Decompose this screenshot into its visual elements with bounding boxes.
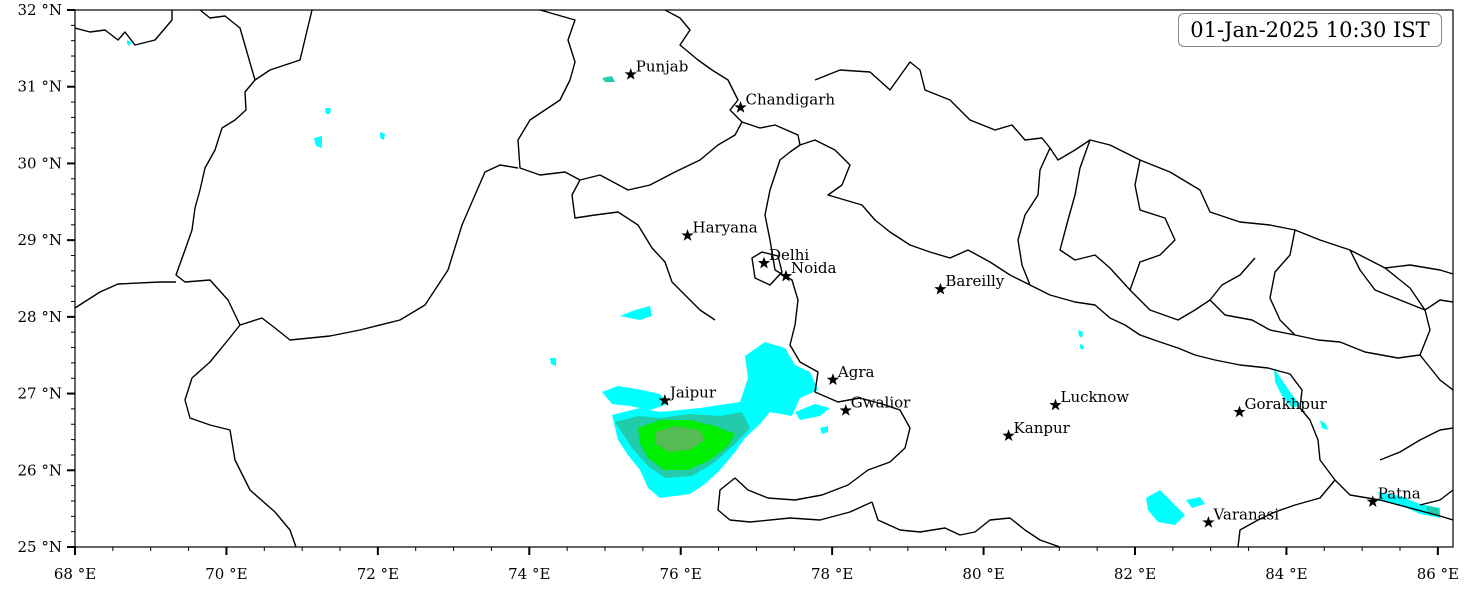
star-icon (934, 282, 947, 295)
border-nepal-north (814, 61, 1453, 275)
border-nepal-provinces-5 (1269, 229, 1296, 336)
city-label: Patna (1378, 485, 1421, 503)
y-tick-label: 32 °N (18, 1, 62, 19)
city-label: Delhi (769, 246, 809, 264)
star-icon (681, 229, 694, 241)
x-tick-label: 78 °E (811, 565, 853, 583)
city-label: Lucknow (1061, 388, 1130, 406)
border-nepal-east-corner (1419, 354, 1453, 391)
border-up-haryana-rajasthan (717, 269, 911, 523)
x-tick-label: 84 °E (1265, 565, 1307, 583)
fog-patch-light-varanasi (1146, 490, 1185, 525)
border-bihar-south (1237, 479, 1336, 547)
star-icon (624, 67, 637, 80)
timestamp-badge: 01-Jan-2025 10:30 IST (1178, 13, 1442, 47)
fog-patch-light-varanasi-2 (1186, 497, 1205, 508)
star-icon (757, 256, 771, 269)
border-nepal-provinces-6 (1349, 249, 1453, 311)
fog-patch-light-nw-3 (380, 132, 385, 140)
x-tick-label: 68 °E (54, 565, 96, 583)
fog-patch-dense-core (655, 426, 705, 452)
x-tick-label: 70 °E (205, 565, 247, 583)
fog-patch-light-small-1 (620, 306, 652, 320)
city-label: Varanasi (1212, 505, 1279, 523)
y-tick-label: 30 °N (18, 154, 62, 172)
border-nepal-provinces-3 (1129, 159, 1176, 291)
y-tick-label: 29 °N (18, 231, 62, 249)
x-tick-label: 74 °E (508, 565, 550, 583)
axis-ticks (67, 9, 1439, 555)
boundaries (75, 10, 1453, 547)
fog-patch-light-jaipur (602, 386, 668, 410)
star-icon (1202, 515, 1215, 528)
border-pakistan-interior-1 (175, 79, 519, 341)
map-frame (74, 9, 1454, 548)
city-label: Gwalior (851, 393, 911, 411)
fog-patch-light-east-2 (1080, 344, 1084, 350)
border-nepal-provinces-7 (1384, 267, 1426, 311)
city-label: Kanpur (1014, 419, 1071, 437)
city-label: Chandigarh (746, 90, 836, 108)
border-nepal-provinces-4 (1209, 299, 1431, 359)
city-label: Haryana (693, 219, 758, 237)
star-icon (779, 269, 793, 282)
city-label: Bareilly (945, 272, 1004, 290)
fog-patch-light-small-2 (795, 404, 830, 420)
fog-patch-light-misc-2 (820, 426, 828, 434)
fog-overlay (127, 40, 1440, 525)
fog-patch-light-nw-1 (314, 136, 322, 148)
x-tick-label: 76 °E (660, 565, 702, 583)
border-uttarakhand-nepal-up (799, 139, 1453, 521)
fog-patch-moderate-punjab (602, 76, 615, 82)
x-tick-label: 82 °E (1114, 565, 1156, 583)
border-haryana-rajasthan (571, 179, 716, 321)
y-tick-label: 27 °N (18, 385, 62, 403)
border-himachal-uttarakhand (741, 121, 801, 271)
x-tick-label: 72 °E (357, 565, 399, 583)
y-tick-label: 25 °N (18, 538, 62, 556)
star-icon (839, 403, 852, 416)
y-tick-label: 31 °N (18, 78, 62, 96)
border-up-bihar-east (1379, 427, 1453, 461)
y-axis-labels: 25 °N 26 °N 27 °N 28 °N 29 °N 30 °N 31 °N 32 °N (18, 1, 62, 556)
city-label: Noida (791, 259, 837, 277)
y-tick-label: 26 °N (18, 461, 62, 479)
fog-patch-light-nw-4 (127, 40, 131, 46)
y-tick-label: 28 °N (18, 308, 62, 326)
border-delhi (751, 251, 783, 286)
star-icon (1366, 495, 1379, 507)
fog-patch-light-bihar-2 (1320, 420, 1328, 430)
star-icon (1049, 398, 1062, 411)
star-icon (1233, 405, 1246, 418)
border-pakistan-interior-2 (75, 281, 176, 309)
border-afghanistan-pakistan (75, 10, 173, 46)
star-icon (658, 393, 671, 406)
border-bihar-jharkhand (1419, 489, 1453, 506)
city-label: Agra (837, 363, 875, 381)
timestamp-text: 01-Jan-2025 10:30 IST (1190, 18, 1430, 42)
border-mp-south (871, 501, 1061, 547)
border-nepal-provinces-1 (1017, 147, 1051, 286)
fog-patch-light-bihar (1274, 368, 1300, 408)
fog-patch-light-misc (550, 358, 556, 366)
star-icon (734, 100, 747, 113)
map-background (75, 10, 1453, 547)
border-nepal-provinces-2 (1059, 139, 1256, 321)
fog-patch-light-nw-2 (325, 108, 331, 114)
x-tick-label: 80 °E (962, 565, 1004, 583)
border-india-pakistan-south (184, 324, 297, 547)
city-label: Gorakhpur (1244, 395, 1327, 413)
star-icon (1002, 429, 1015, 442)
city-label: Jaipur (668, 383, 717, 401)
x-tick-label: 86 °E (1417, 565, 1459, 583)
star-icon (826, 373, 840, 386)
fog-patch-light-east-1 (1078, 330, 1083, 338)
border-kashmir-himachal (517, 10, 743, 191)
x-axis-labels: 68 °E 70 °E 72 °E 74 °E 76 °E 78 °E 80 °E 82 °E… (54, 565, 1459, 583)
city-label: Punjab (636, 57, 689, 75)
border-north-pakistan (199, 10, 313, 81)
